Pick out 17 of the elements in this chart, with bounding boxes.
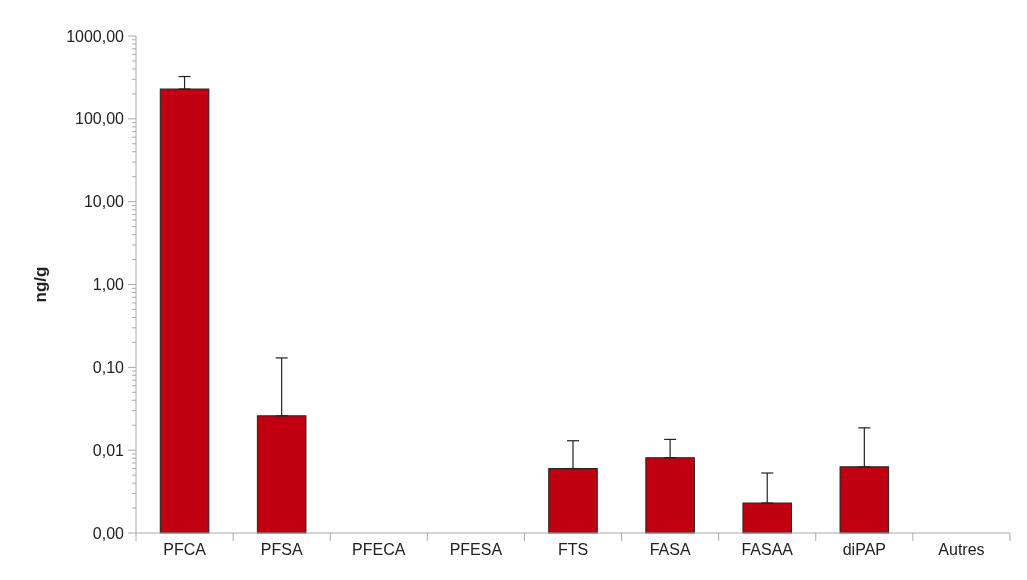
y-axis-title: ng/g xyxy=(31,266,50,303)
y-tick-label: 10,00 xyxy=(83,193,125,211)
x-tick-label: PFCA xyxy=(163,541,207,558)
x-tick-label: diPAP xyxy=(842,541,886,558)
x-tick-label: PFSA xyxy=(260,541,303,558)
x-tick-label: Autres xyxy=(938,541,985,558)
y-tick-label: 0,00 xyxy=(92,524,125,542)
x-tick-label: FASA xyxy=(649,541,691,558)
x-tick-label: PFECA xyxy=(352,541,406,558)
y-tick-label: 0,10 xyxy=(92,358,125,376)
x-tick-label: PFESA xyxy=(449,541,503,558)
y-tick-label: 100,00 xyxy=(75,110,125,128)
x-tick-label: FTS xyxy=(557,541,589,558)
y-tick-label: 1,00 xyxy=(92,276,125,294)
y-tick-label: 1000,00 xyxy=(66,27,125,45)
y-tick-label: 0,01 xyxy=(92,441,125,459)
x-tick-label: FASAA xyxy=(741,541,794,558)
